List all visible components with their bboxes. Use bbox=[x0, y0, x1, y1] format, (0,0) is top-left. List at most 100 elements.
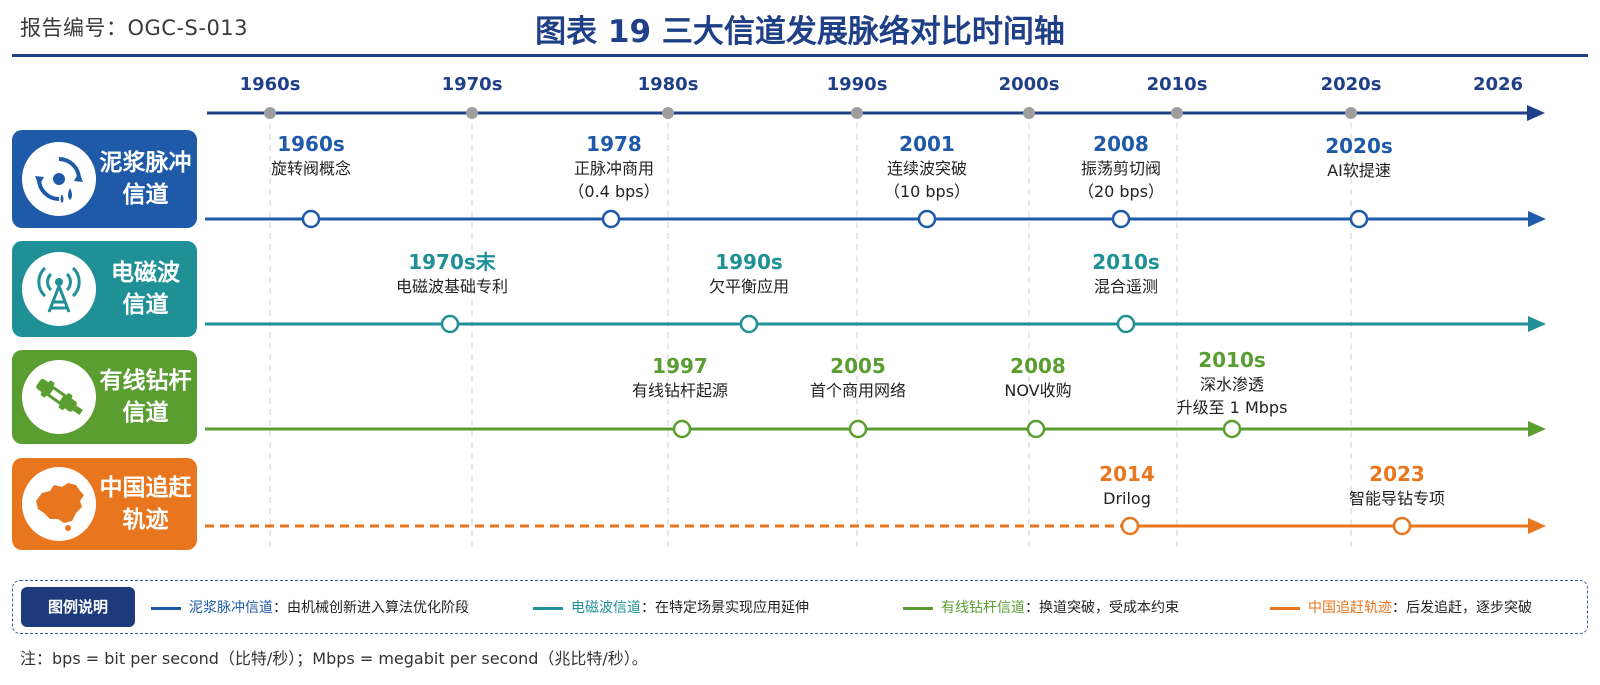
row-arrow-em bbox=[1528, 316, 1546, 332]
event-2023: 2023 智能导钻专项 bbox=[1287, 461, 1507, 510]
tick-dot-1960s bbox=[264, 107, 276, 119]
event-text: 首个商用网络 bbox=[809, 381, 906, 400]
axis-tick-label: 1970s bbox=[441, 74, 503, 95]
event-1997: 1997 有线钻杆起源 bbox=[570, 353, 790, 402]
legend: 图例说明 泥浆脉冲信道：由机械创新进入算法优化阶段 电磁波信道：在特定场景实现应… bbox=[12, 580, 1588, 634]
legend-desc: ：由机械创新进入算法优化阶段 bbox=[273, 600, 469, 616]
event-dot-1997 bbox=[672, 419, 692, 439]
event-dot-2020s bbox=[1349, 209, 1369, 229]
antenna-tower-icon bbox=[22, 252, 96, 326]
time-axis-arrow bbox=[1527, 105, 1545, 121]
event-text: 混合遥测 bbox=[1093, 277, 1158, 296]
event-year: 1990s bbox=[715, 250, 783, 274]
row-label-line2: 信道 bbox=[122, 400, 169, 426]
event-2001: 2001 连续波突破 （10 bps） bbox=[817, 131, 1037, 203]
event-dot-1960s bbox=[301, 209, 321, 229]
row-label-line1: 中国追赶 bbox=[99, 475, 192, 501]
grid-guides bbox=[269, 112, 1352, 548]
event-year: 2008 bbox=[1010, 354, 1066, 378]
event-text: 有线钻杆起源 bbox=[631, 381, 728, 400]
event-year: 2005 bbox=[830, 354, 886, 378]
row-label-mud-pulse: 泥浆脉冲 信道 bbox=[12, 130, 197, 228]
event-1960s: 1960s 旋转阀概念 bbox=[201, 131, 421, 180]
event-year: 1978 bbox=[586, 132, 642, 156]
event-year: 2020s bbox=[1325, 134, 1393, 158]
legend-swatch bbox=[151, 606, 181, 610]
event-text: 电磁波基础专利 bbox=[395, 277, 508, 296]
event-2020s: 2020s AI软提速 bbox=[1249, 133, 1469, 182]
footnote: 注：bps = bit per second（比特/秒）；Mbps = mega… bbox=[20, 649, 648, 668]
legend-item-china: 中国追赶轨迹：后发追赶，逐步突破 bbox=[1270, 597, 1532, 617]
event-year: 1970s末 bbox=[408, 250, 496, 274]
row-arrow-wired-pipe bbox=[1528, 421, 1546, 437]
row-label-line1: 泥浆脉冲 bbox=[99, 150, 192, 176]
legend-desc: ：在特定场景实现应用延伸 bbox=[641, 600, 809, 616]
row-label-line2: 轨迹 bbox=[122, 507, 169, 533]
event-year: 2014 bbox=[1099, 462, 1155, 486]
event-year: 2008 bbox=[1093, 132, 1149, 156]
tick-dot-2000s bbox=[1023, 107, 1035, 119]
legend-item-em: 电磁波信道：在特定场景实现应用延伸 bbox=[533, 597, 809, 617]
legend-swatch bbox=[903, 606, 933, 610]
axis-tick-dots bbox=[264, 107, 1357, 119]
event-text: 升级至 1 Mbps bbox=[1176, 398, 1288, 417]
event-text: 连续波突破 bbox=[886, 159, 967, 178]
event-text: Drilog bbox=[1103, 489, 1151, 508]
event-text: （20 bps） bbox=[1077, 182, 1165, 201]
event-year: 1997 bbox=[652, 354, 708, 378]
tick-dot-2010s bbox=[1171, 107, 1183, 119]
event-dot-1990s bbox=[739, 314, 759, 334]
tick-dot-1980s bbox=[662, 107, 674, 119]
event-dot-1978 bbox=[601, 209, 621, 229]
axis-tick-label: 2010s bbox=[1146, 74, 1208, 95]
report-id: 报告编号：OGC-S-013 bbox=[20, 16, 249, 40]
axis-tick-label: 1980s bbox=[637, 74, 699, 95]
event-2014: 2014 Drilog bbox=[1017, 461, 1237, 510]
legend-desc: ：后发追赶，逐步突破 bbox=[1392, 600, 1532, 616]
event-1990s: 1990s 欠平衡应用 bbox=[639, 249, 859, 298]
legend-name: 电磁波信道 bbox=[571, 600, 641, 616]
legend-name: 有线钻杆信道 bbox=[941, 600, 1025, 616]
event-text: 欠平衡应用 bbox=[708, 277, 789, 296]
event-text: 深水渗透 bbox=[1199, 375, 1264, 394]
event-year: 1960s bbox=[277, 132, 345, 156]
tick-dot-1970s bbox=[466, 107, 478, 119]
row-label-wired-pipe: 有线钻杆 信道 bbox=[12, 350, 197, 444]
row-label-line1: 电磁波 bbox=[111, 260, 180, 286]
chart-title: 图表 19 三大信道发展脉络对比时间轴 bbox=[535, 14, 1065, 50]
row-arrow-china bbox=[1528, 518, 1546, 534]
event-year: 2010s bbox=[1092, 250, 1160, 274]
event-year: 2010s bbox=[1198, 348, 1266, 372]
tick-dot-1990s bbox=[851, 107, 863, 119]
event-2005: 2005 首个商用网络 bbox=[748, 353, 968, 402]
axis-tick-label: 2020s bbox=[1320, 74, 1382, 95]
axis-tick-label: 2000s bbox=[998, 74, 1060, 95]
event-dot-2014 bbox=[1120, 516, 1140, 536]
event-text: （10 bps） bbox=[883, 182, 971, 201]
event-text: 正脉冲商用 bbox=[573, 159, 654, 178]
legend-item-wired-pipe: 有线钻杆信道：换道突破，受成本约束 bbox=[903, 597, 1179, 617]
event-dot-2010s bbox=[1222, 419, 1242, 439]
row-label-em: 电磁波 信道 bbox=[12, 241, 197, 337]
axis-tick-label: 1990s bbox=[826, 74, 888, 95]
event-text: AI软提速 bbox=[1327, 161, 1391, 180]
event-2010s: 2010s 深水渗透 升级至 1 Mbps bbox=[1122, 347, 1342, 419]
pulse-rotation-icon bbox=[22, 142, 96, 216]
event-2008: 2008 振荡剪切阀 （20 bps） bbox=[1011, 131, 1231, 203]
axis-tick-label: 1960s bbox=[239, 74, 301, 95]
event-1970s-end: 1970s末 电磁波基础专利 bbox=[342, 249, 562, 298]
event-text: NOV收购 bbox=[1004, 381, 1072, 400]
legend-swatch bbox=[1270, 606, 1300, 610]
event-dot-2005 bbox=[848, 419, 868, 439]
event-dot-1970s-end bbox=[440, 314, 460, 334]
title-rule bbox=[12, 54, 1588, 57]
row-label-line2: 信道 bbox=[122, 292, 169, 318]
event-year: 2023 bbox=[1369, 462, 1425, 486]
event-dot-2001 bbox=[917, 209, 937, 229]
event-text: 智能导钻专项 bbox=[1348, 489, 1445, 508]
china-map-icon bbox=[22, 467, 96, 541]
event-dot-2008 bbox=[1111, 209, 1131, 229]
timeline-canvas bbox=[205, 105, 1546, 548]
tick-dot-2020s bbox=[1345, 107, 1357, 119]
legend-name: 泥浆脉冲信道 bbox=[189, 600, 273, 616]
